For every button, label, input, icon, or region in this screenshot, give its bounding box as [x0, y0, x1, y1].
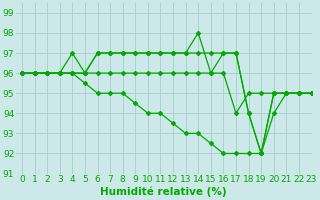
X-axis label: Humidité relative (%): Humidité relative (%): [100, 187, 227, 197]
